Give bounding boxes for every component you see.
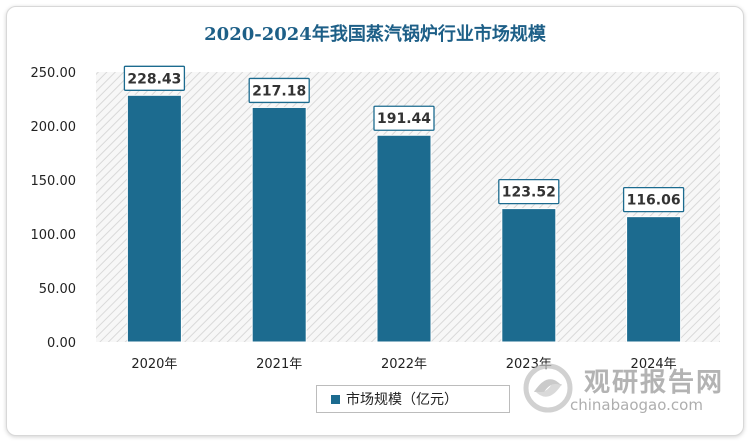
legend: 市场规模（亿元） [316,385,510,413]
bar [251,106,307,343]
bar [501,208,557,343]
x-tick-label: 2020年 [131,357,177,372]
data-label-box [248,77,310,104]
bar [376,134,432,343]
data-label: 191.44 [377,111,431,127]
data-label: 217.18 [252,83,306,99]
y-tick-label: 50.00 [39,282,76,297]
data-label-box [373,105,435,131]
y-tick-label: 150.00 [31,174,77,189]
y-tick-label: 100.00 [31,228,77,243]
bar [126,94,182,343]
x-tick-label: 2021年 [256,357,302,372]
legend-label: 市场规模（亿元） [346,392,458,408]
data-label: 228.43 [127,71,181,87]
y-tick-label: 0.00 [47,336,76,351]
y-tick-label: 200.00 [31,120,77,135]
watermark-brand-cn: 观研报告网 [584,368,725,398]
swirl-logo-icon [523,363,573,413]
data-label-box [123,65,186,91]
watermark-brand-en: chinabaogao.com [570,396,703,414]
watermark: 观研报告网 chinabaogao.com [522,362,732,422]
x-tick-label: 2022年 [381,357,427,372]
data-label-box [498,178,560,205]
chart-title: 2020-2024年我国蒸汽锅炉行业市场规模 [204,24,546,45]
y-tick-label: 250.00 [31,66,77,81]
data-label: 123.52 [502,185,556,201]
bar [626,216,682,343]
legend-swatch [331,394,340,404]
data-label: 116.06 [627,193,681,209]
x-tick-label: 2024年 [631,357,677,372]
data-label-box [622,187,685,213]
